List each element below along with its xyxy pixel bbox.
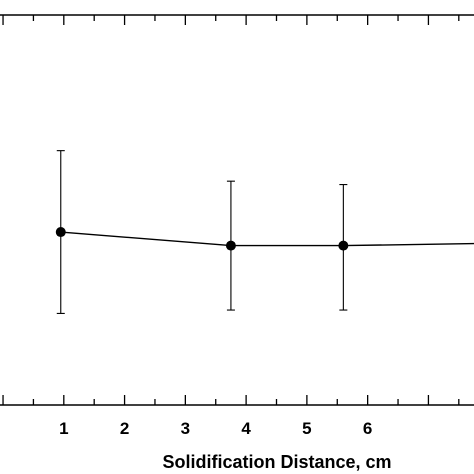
data-point bbox=[338, 240, 349, 251]
x-tick-label: 3 bbox=[181, 419, 190, 438]
x-tick-label: 5 bbox=[302, 419, 311, 438]
series-layer bbox=[55, 150, 474, 314]
series-line bbox=[60, 231, 474, 247]
data-point bbox=[55, 227, 66, 238]
top-axis-ticks bbox=[2, 15, 460, 25]
x-tick-label: 1 bbox=[59, 419, 68, 438]
x-tick-label: 4 bbox=[241, 419, 251, 438]
data-point bbox=[225, 240, 236, 251]
x-tick-label: 2 bbox=[120, 419, 129, 438]
x-tick-label: 6 bbox=[363, 419, 372, 438]
x-axis-ticks bbox=[2, 395, 460, 405]
x-tick-labels: 1 2 3 4 5 6 bbox=[59, 419, 372, 438]
x-axis-title: Solidification Distance, cm bbox=[162, 452, 391, 472]
